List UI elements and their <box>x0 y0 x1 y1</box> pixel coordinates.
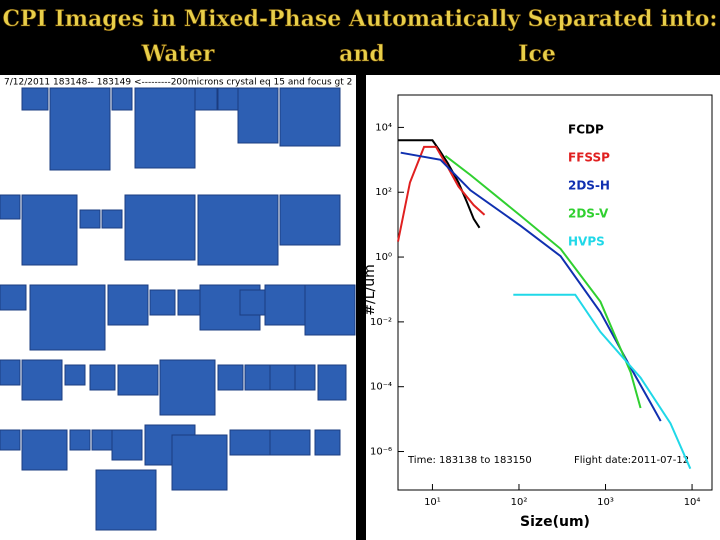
image-tile <box>294 364 316 391</box>
y-tick-label: 10⁻⁴ <box>370 382 392 393</box>
y-tick-label: 10² <box>375 187 392 198</box>
image-tile <box>95 469 157 531</box>
y-tick-label: 10⁴ <box>375 122 392 133</box>
legend-label: 2DS-V <box>568 207 609 221</box>
image-tile <box>279 194 341 246</box>
image-tile <box>29 284 106 351</box>
image-tile <box>264 284 306 326</box>
image-tile <box>21 359 63 401</box>
image-tile <box>149 289 176 316</box>
image-tile <box>69 429 91 451</box>
image-tile <box>229 429 271 456</box>
image-tile <box>21 429 68 471</box>
image-tile <box>101 209 123 229</box>
x-tick-label: 10³ <box>597 497 614 508</box>
image-tile <box>0 284 27 311</box>
series-line <box>513 293 692 470</box>
image-tile <box>0 194 21 220</box>
image-tile <box>89 364 116 391</box>
image-tile <box>91 429 113 451</box>
image-tile <box>217 364 244 391</box>
x-axis-label: Size(um) <box>520 514 590 530</box>
image-tiles <box>0 87 356 531</box>
image-tile <box>111 429 143 461</box>
legend-label: FFSSP <box>568 151 610 165</box>
title-water: Water <box>141 41 215 67</box>
image-tile <box>111 87 133 111</box>
image-tile <box>124 194 196 261</box>
legend-label: HVPS <box>568 235 605 249</box>
image-tile <box>134 87 196 169</box>
image-tile <box>159 359 216 416</box>
x-tick-label: 10⁴ <box>684 497 701 508</box>
series-line <box>444 155 642 409</box>
x-tick-label: 10² <box>511 497 528 508</box>
legend-label: FCDP <box>568 123 604 137</box>
image-tile <box>0 429 21 451</box>
title-and: and <box>339 41 385 67</box>
image-tile <box>217 87 239 111</box>
image-tile <box>304 284 356 336</box>
annotation: Flight date:2011-07-12 <box>574 455 689 466</box>
y-tick-label: 10⁻⁶ <box>370 447 392 458</box>
image-tile <box>269 429 311 456</box>
title-line: CPI Images in Mixed-Phase Automatically … <box>2 6 717 32</box>
title-ice: Ice <box>518 41 556 67</box>
series-line <box>397 145 486 242</box>
image-tile <box>279 87 341 147</box>
plot-frame <box>397 94 713 491</box>
legend-label: 2DS-H <box>568 179 610 193</box>
image-header: 7/12/2011 183148-- 183149 <---------200m… <box>4 78 352 88</box>
image-tile <box>0 359 21 386</box>
image-tile <box>239 289 266 316</box>
image-tile <box>177 289 204 316</box>
image-tile <box>244 364 271 391</box>
image-tile <box>79 209 101 229</box>
chart-panel <box>366 75 720 540</box>
image-tile <box>314 429 341 456</box>
image-tile <box>21 87 49 111</box>
x-tick-label: 10¹ <box>424 497 441 508</box>
image-tile <box>194 87 218 111</box>
y-axis-label: #/L/um <box>362 264 378 315</box>
series-line <box>400 151 662 422</box>
image-tile <box>21 194 78 266</box>
image-tile <box>107 284 149 326</box>
image-tile <box>317 364 347 401</box>
y-tick-label: 10⁻² <box>370 317 392 328</box>
annotation: Time: 183138 to 183150 <box>407 455 532 466</box>
y-tick-label: 10⁰ <box>375 252 392 263</box>
image-tile <box>197 194 279 266</box>
image-tile <box>237 87 279 144</box>
image-tile <box>49 87 111 171</box>
image-tile <box>64 364 86 386</box>
image-tile <box>171 434 228 491</box>
image-tile <box>117 364 159 396</box>
image-tile <box>269 364 296 391</box>
